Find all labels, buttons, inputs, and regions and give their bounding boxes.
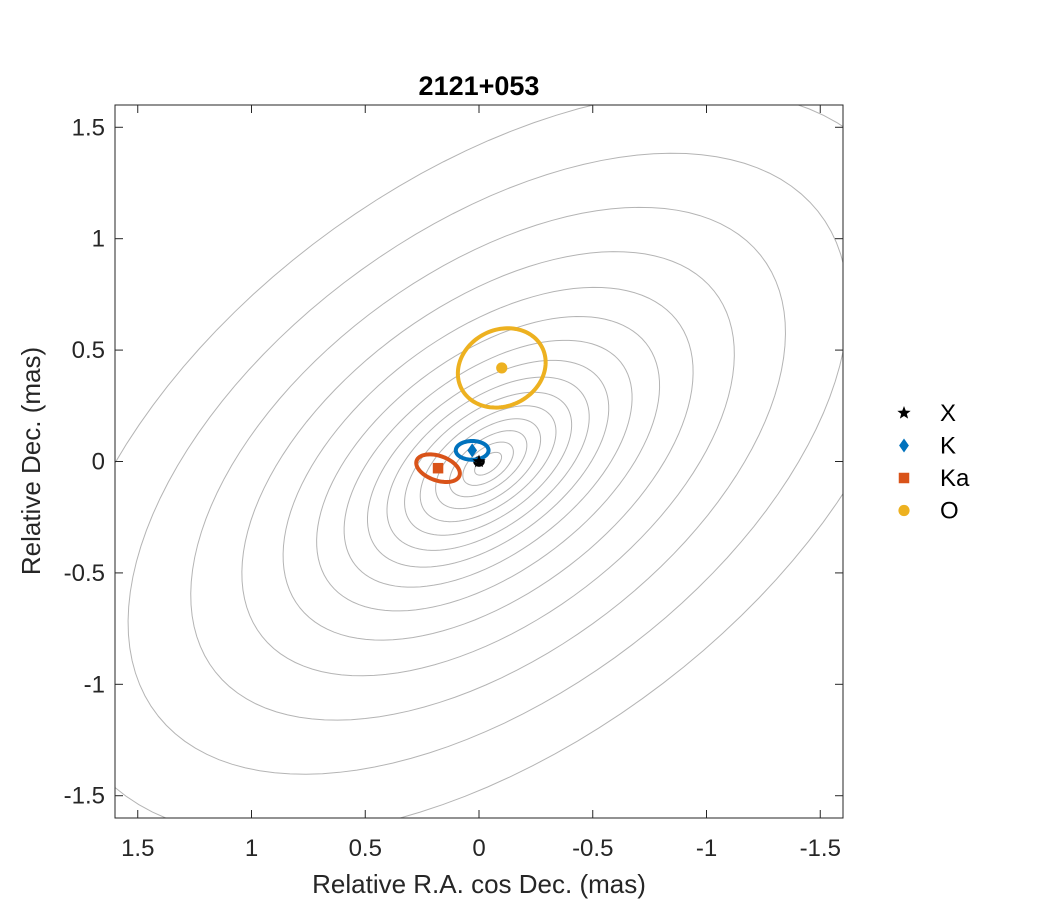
contour-line xyxy=(127,152,843,775)
data-point-k xyxy=(467,443,478,458)
legend-label-ka: Ka xyxy=(940,465,970,492)
legend-label-o: O xyxy=(940,498,959,525)
contour-line xyxy=(241,251,735,677)
x-axis-label: Relative R.A. cos Dec. (mas) xyxy=(312,869,646,899)
y-tick-label: 1.5 xyxy=(72,114,105,141)
y-axis-ticks: -1.5 -1 -0.5 0 0.5 1 1.5 xyxy=(64,114,843,810)
contour-line xyxy=(343,339,633,588)
y-axis-label: Relative Dec. (mas) xyxy=(16,347,46,575)
contour-line xyxy=(282,286,694,641)
legend-marker-o xyxy=(898,504,910,517)
x-tick-label: -1 xyxy=(696,835,717,862)
data-point-x xyxy=(472,454,486,468)
x-tick-label: -0.5 xyxy=(572,835,613,862)
y-tick-label: 0.5 xyxy=(72,337,105,364)
y-tick-label: 0 xyxy=(92,449,105,476)
data-points xyxy=(432,362,508,474)
x-tick-label: 1.5 xyxy=(121,835,154,862)
error-ellipse-o xyxy=(455,326,548,410)
x-tick-label: 0 xyxy=(472,835,485,862)
contour-line xyxy=(316,316,661,612)
error-ellipses xyxy=(414,326,548,484)
contour-line xyxy=(115,105,843,818)
y-tick-label: -0.5 xyxy=(64,560,105,587)
x-tick-label: 1 xyxy=(245,835,258,862)
data-point-ka xyxy=(432,462,444,474)
legend-marker-k xyxy=(899,438,909,453)
y-tick-label: -1.5 xyxy=(64,783,105,810)
legend-marker-ka xyxy=(898,472,910,484)
legend-marker-x xyxy=(897,406,911,419)
contour-line xyxy=(366,359,610,568)
background-contours xyxy=(115,105,843,818)
contour-line xyxy=(448,430,528,498)
contour-line xyxy=(404,391,573,536)
y-tick-label: 1 xyxy=(92,226,105,253)
error-ellipse-k xyxy=(453,438,491,462)
data-point-o xyxy=(496,362,508,374)
legend-label-x: X xyxy=(940,400,956,427)
x-tick-label: -1.5 xyxy=(800,835,841,862)
contour-line xyxy=(190,206,786,721)
x-tick-label: 0.5 xyxy=(349,835,382,862)
chart-title: 2121+053 xyxy=(419,71,540,101)
contour-line xyxy=(435,418,542,510)
y-tick-label: -1 xyxy=(84,671,105,698)
legend-label-k: K xyxy=(940,433,956,460)
contour-line xyxy=(462,441,514,486)
legend: XK Ka O xyxy=(897,400,970,525)
x-axis-ticks: 1.5 1 0.5 0 -0.5 -1 -1.5 xyxy=(121,105,841,862)
contour-line xyxy=(419,405,557,523)
contour-line xyxy=(386,376,590,551)
error-ellipse-ka xyxy=(414,452,462,484)
